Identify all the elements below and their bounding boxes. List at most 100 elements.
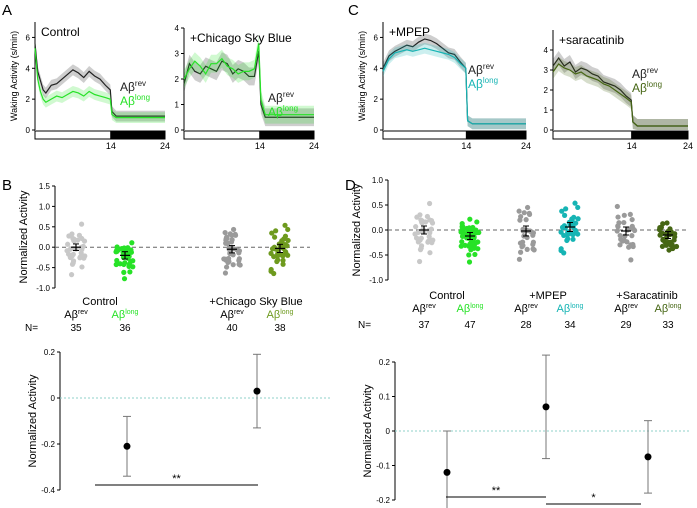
- series-line-1: [552, 63, 688, 127]
- n-value: 28: [520, 320, 532, 331]
- data-point: [458, 243, 464, 249]
- group-label: Control: [429, 290, 464, 302]
- data-point: [558, 247, 564, 254]
- mean-point: [253, 387, 261, 395]
- dark-period-bar: [110, 130, 166, 140]
- data-point: [572, 200, 578, 206]
- data-point: [71, 237, 77, 244]
- data-point: [562, 212, 568, 218]
- data-point: [236, 261, 242, 267]
- data-point: [664, 220, 670, 226]
- x-tick-label: 24: [521, 141, 531, 151]
- condition-label: Aβlong: [112, 309, 139, 321]
- data-point: [614, 228, 620, 234]
- mean-point: [644, 453, 652, 461]
- data-point: [273, 228, 279, 234]
- data-point: [629, 216, 635, 223]
- data-point: [236, 257, 242, 264]
- data-point: [426, 200, 433, 207]
- data-point: [230, 226, 237, 233]
- data-point: [420, 226, 426, 232]
- y-axis-label: Normalized Activity: [18, 190, 30, 283]
- series-line-0: [34, 43, 165, 117]
- data-point: [570, 236, 576, 242]
- x-tick-label: 24: [160, 141, 170, 151]
- n-value: 47: [464, 320, 476, 331]
- n-value: 34: [564, 320, 576, 331]
- data-point: [285, 237, 291, 244]
- legend-entry-1: Aβlong: [632, 80, 662, 95]
- y-tick-label: 0: [51, 394, 56, 403]
- group-label: +MPEP: [529, 290, 567, 302]
- data-point: [559, 208, 565, 214]
- data-point: [416, 258, 423, 265]
- data-point: [564, 237, 570, 244]
- mean-point: [443, 468, 451, 476]
- data-point: [113, 261, 119, 268]
- condition-label: Aβlong: [557, 303, 584, 315]
- data-point: [70, 258, 77, 264]
- data-point: [230, 262, 236, 268]
- condition-label: Aβlong: [457, 303, 484, 315]
- data-point: [75, 237, 81, 243]
- series-band-0: [383, 33, 526, 130]
- data-point: [517, 249, 524, 255]
- y-tick-label: -0.2: [41, 440, 55, 449]
- data-point: [413, 224, 419, 230]
- data-point: [113, 249, 119, 255]
- data-point: [122, 260, 128, 266]
- data-point: [575, 204, 581, 211]
- data-point: [426, 234, 432, 240]
- legend-entry-0: Aβrev: [120, 79, 146, 94]
- mean-point: [542, 403, 550, 411]
- significance-label: **: [172, 473, 181, 485]
- data-point: [621, 212, 627, 218]
- chart-title: Control: [41, 25, 80, 39]
- n-value: 33: [662, 320, 674, 331]
- y-tick-label: -1.0: [369, 276, 383, 285]
- data-point: [280, 261, 286, 267]
- data-point: [459, 233, 466, 239]
- y-tick-label: 6: [26, 33, 31, 42]
- y-tick-label: -0.4: [41, 486, 55, 495]
- condition-label: Aβrev: [614, 303, 638, 315]
- data-point: [569, 231, 575, 237]
- y-axis-label: Normalized Activity: [351, 183, 363, 276]
- y-tick-label: -0.1: [376, 462, 390, 471]
- y-tick-label: -0.2: [376, 496, 390, 505]
- data-point: [424, 213, 430, 220]
- group-label: Control: [82, 296, 117, 308]
- data-point: [274, 258, 280, 265]
- y-tick-label: 6: [374, 33, 379, 42]
- mean-point: [123, 442, 131, 450]
- data-point: [629, 243, 635, 249]
- y-tick-label: 0.5: [39, 223, 51, 232]
- data-point: [426, 227, 432, 233]
- y-axis-label: Normalized Activity: [27, 374, 39, 467]
- n-value: 29: [620, 320, 632, 331]
- series-band-1: [184, 34, 314, 124]
- data-point: [518, 213, 524, 220]
- data-point: [415, 239, 421, 245]
- chart-title: +MPEP: [389, 25, 430, 39]
- x-tick-label: 14: [461, 141, 471, 151]
- data-point: [423, 219, 429, 225]
- y-tick-label: 0: [26, 126, 31, 135]
- y-tick-label: 1.5: [39, 182, 51, 191]
- y-tick-label: 1: [175, 101, 180, 110]
- y-tick-label: 0: [386, 427, 391, 436]
- panel-letter-b: B: [2, 177, 12, 194]
- data-point: [66, 233, 72, 239]
- chart-title: +Chicago Sky Blue: [190, 31, 292, 45]
- y-tick-label: 0.0: [372, 226, 384, 235]
- condition-label: Aβrev: [64, 309, 88, 321]
- data-point: [660, 236, 666, 242]
- data-point: [660, 221, 666, 227]
- y-tick-label: 0: [175, 126, 180, 135]
- data-point: [271, 253, 277, 260]
- data-point: [656, 227, 663, 233]
- data-point: [428, 217, 435, 224]
- data-point: [526, 211, 533, 218]
